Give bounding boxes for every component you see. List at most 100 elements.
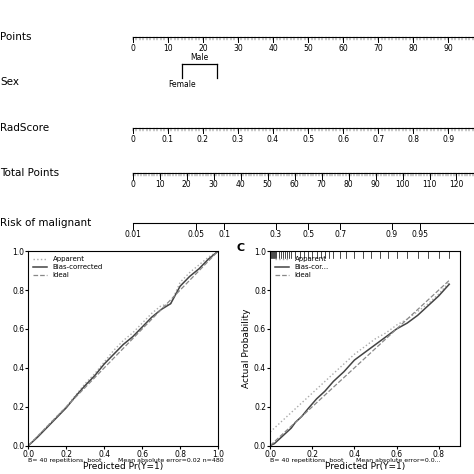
Apparent (111, 347, 117, 353)
Text: 0.3: 0.3 (232, 135, 244, 144)
Y-axis label: Actual Probability: Actual Probability (242, 309, 251, 388)
Text: 110: 110 (422, 180, 437, 189)
Bias-corrected (168, 301, 173, 307)
Text: 60: 60 (338, 44, 348, 53)
Bias-corrected (120, 342, 126, 347)
Apparent (139, 320, 145, 326)
Apparent (425, 301, 431, 307)
Bias-corrected (215, 248, 221, 254)
Bias-cor... (292, 419, 298, 425)
Apparent (168, 301, 173, 307)
Apparent (35, 433, 41, 439)
Text: 20: 20 (198, 44, 208, 53)
Legend: Apparent, Bias-corrected, Ideal: Apparent, Bias-corrected, Ideal (32, 255, 104, 280)
Text: 90: 90 (444, 44, 453, 53)
Apparent (292, 406, 298, 411)
Bias-corrected (158, 307, 164, 312)
Text: 70: 70 (374, 44, 383, 53)
Apparent (26, 443, 31, 448)
Apparent (187, 270, 192, 275)
Bias-corrected (26, 443, 31, 448)
Text: 0.3: 0.3 (270, 230, 282, 239)
Bias-cor... (267, 443, 273, 448)
Apparent (436, 291, 442, 297)
Apparent (177, 280, 183, 285)
Bias-cor... (299, 413, 305, 419)
Apparent (415, 309, 420, 314)
Apparent (64, 404, 69, 410)
Bias-corrected (111, 351, 117, 357)
Bias-cor... (276, 437, 282, 443)
Text: 0.5: 0.5 (302, 135, 314, 144)
Text: 0.8: 0.8 (407, 135, 419, 144)
Text: Mean absolute error=0.02 n=480: Mean absolute error=0.02 n=480 (118, 458, 224, 463)
Apparent (288, 410, 294, 415)
Text: 0.4: 0.4 (267, 135, 279, 144)
Text: RadScore: RadScore (0, 123, 49, 133)
Apparent (284, 413, 290, 419)
Apparent (447, 280, 452, 285)
Text: 0.5: 0.5 (302, 230, 314, 239)
Apparent (352, 351, 357, 357)
Text: Female: Female (168, 80, 196, 89)
Apparent (130, 330, 136, 336)
Apparent (299, 400, 305, 406)
Apparent (322, 379, 328, 384)
Bias-corrected (92, 373, 98, 378)
Apparent (373, 336, 378, 341)
Text: 60: 60 (290, 180, 300, 189)
Bias-cor... (341, 369, 347, 374)
Bias-cor... (280, 433, 286, 439)
Bias-corrected (196, 266, 202, 272)
Text: 70: 70 (317, 180, 327, 189)
Text: 30: 30 (209, 180, 219, 189)
Apparent (383, 330, 389, 336)
Text: Sex: Sex (0, 77, 19, 87)
Bias-corrected (139, 324, 145, 330)
Text: 10: 10 (163, 44, 173, 53)
Bias-cor... (404, 320, 410, 326)
Bias-cor... (362, 349, 368, 355)
Bias-corrected (101, 361, 107, 367)
Bias-cor... (394, 326, 400, 332)
Bias-cor... (272, 441, 277, 447)
Bias-corrected (54, 415, 60, 420)
Text: 0: 0 (130, 135, 135, 144)
Text: 30: 30 (233, 44, 243, 53)
Bias-corrected (45, 424, 50, 430)
Apparent (280, 418, 286, 423)
Bias-cor... (425, 303, 431, 309)
Line: Apparent: Apparent (270, 283, 449, 432)
Apparent (305, 394, 311, 400)
Bias-corrected (187, 273, 192, 279)
Bias-corrected (35, 434, 41, 440)
Bias-cor... (322, 388, 328, 394)
Text: 0: 0 (130, 44, 135, 53)
Apparent (267, 429, 273, 435)
Text: 100: 100 (395, 180, 410, 189)
Apparent (341, 361, 347, 367)
Text: Mean absolute error=0.0...: Mean absolute error=0.0... (356, 458, 440, 463)
Apparent (196, 262, 202, 268)
Apparent (330, 371, 336, 376)
Apparent (394, 322, 400, 328)
Apparent (149, 310, 155, 316)
Text: Male: Male (190, 53, 209, 62)
Text: 0.05: 0.05 (187, 230, 204, 239)
Bias-cor... (288, 425, 294, 431)
Line: Apparent: Apparent (28, 251, 218, 446)
X-axis label: Predicted Pr(Y=1): Predicted Pr(Y=1) (83, 462, 164, 471)
Apparent (276, 421, 282, 427)
Apparent (101, 359, 107, 365)
Bias-corrected (64, 405, 69, 410)
Apparent (215, 248, 221, 254)
Text: 40: 40 (236, 180, 246, 189)
Apparent (404, 317, 410, 322)
Bias-cor... (447, 282, 452, 287)
Text: 0.7: 0.7 (334, 230, 346, 239)
Text: 10: 10 (155, 180, 164, 189)
Apparent (362, 344, 368, 349)
Apparent (73, 392, 79, 398)
Bias-cor... (305, 406, 311, 411)
Text: Total Points: Total Points (0, 168, 59, 178)
